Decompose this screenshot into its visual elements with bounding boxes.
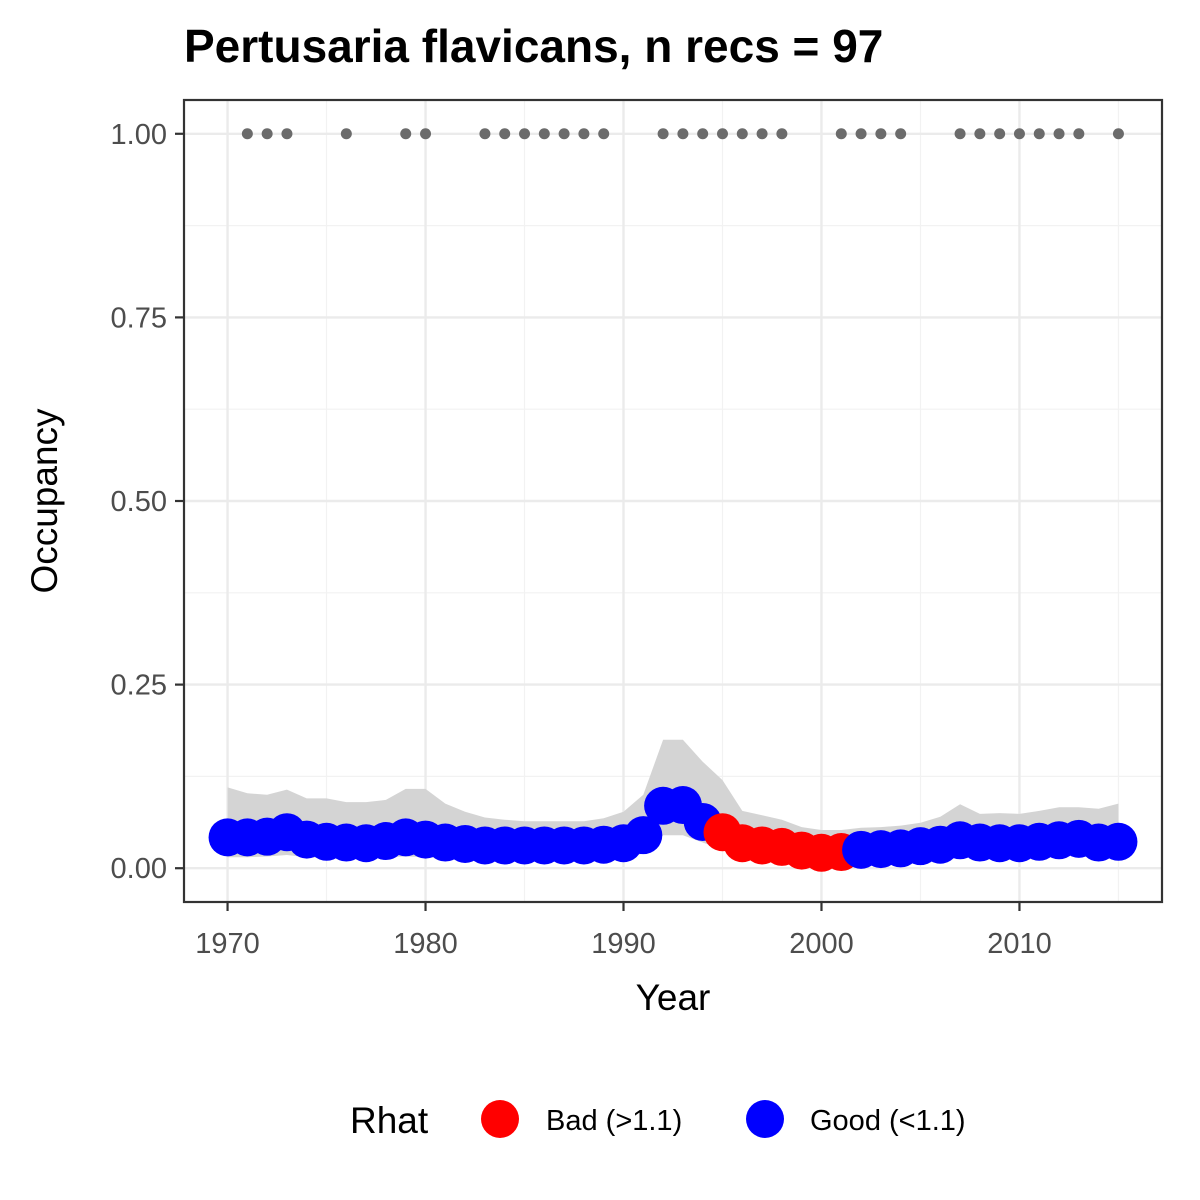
record-point [281,128,293,140]
legend-label-good: Good (<1.1) [810,1105,966,1137]
record-point [835,128,847,140]
record-point [954,128,966,140]
record-point [578,128,590,140]
record-point [875,128,887,140]
x-axis-title: Year [636,977,711,1018]
record-point [1073,128,1085,140]
legend-key-good [746,1100,784,1138]
record-points [241,128,1124,140]
record-point [716,128,728,140]
record-point [479,128,491,140]
record-point [756,128,768,140]
legend-title: Rhat [350,1100,429,1141]
x-tick-label: 2010 [987,928,1052,960]
y-tick-label: 0.25 [111,670,167,702]
record-point [657,128,669,140]
x-tick-label: 1990 [591,928,656,960]
occupancy-point [624,816,663,855]
record-point [519,128,531,140]
record-point [895,128,907,140]
y-tick-label: 0.00 [111,853,167,885]
record-point [499,128,511,140]
record-point [776,128,788,140]
record-point [400,128,412,140]
y-tick-label: 1.00 [111,119,167,151]
record-point [1053,128,1065,140]
record-point [736,128,748,140]
occupancy-points [208,786,1138,872]
x-axis: 1970 1980 1990 2000 2010 [195,902,1052,960]
record-point [677,128,689,140]
record-point [1033,128,1045,140]
record-point [1112,128,1124,140]
legend-key-bad [481,1100,519,1138]
record-point [697,128,709,140]
y-axis: 0.00 0.25 0.50 0.75 1.00 [111,119,184,885]
record-point [558,128,570,140]
x-tick-label: 1970 [195,928,260,960]
y-tick-label: 0.75 [111,302,167,334]
legend-label-bad: Bad (>1.1) [546,1105,682,1137]
y-axis-title: Occupancy [24,408,65,594]
legend: Rhat Bad (>1.1) Good (<1.1) [350,1100,966,1141]
y-tick-label: 0.50 [111,486,167,518]
chart-title: Pertusaria flavicans, n recs = 97 [184,20,883,72]
record-point [598,128,610,140]
x-tick-label: 1980 [393,928,458,960]
record-point [974,128,986,140]
x-tick-label: 2000 [789,928,854,960]
record-point [241,128,253,140]
record-point [855,128,867,140]
record-point [420,128,432,140]
record-point [1013,128,1025,140]
record-point [340,128,352,140]
record-point [261,128,273,140]
occupancy-point [1099,822,1138,861]
record-point [538,128,550,140]
record-point [994,128,1006,140]
plot-panel [182,98,1164,904]
